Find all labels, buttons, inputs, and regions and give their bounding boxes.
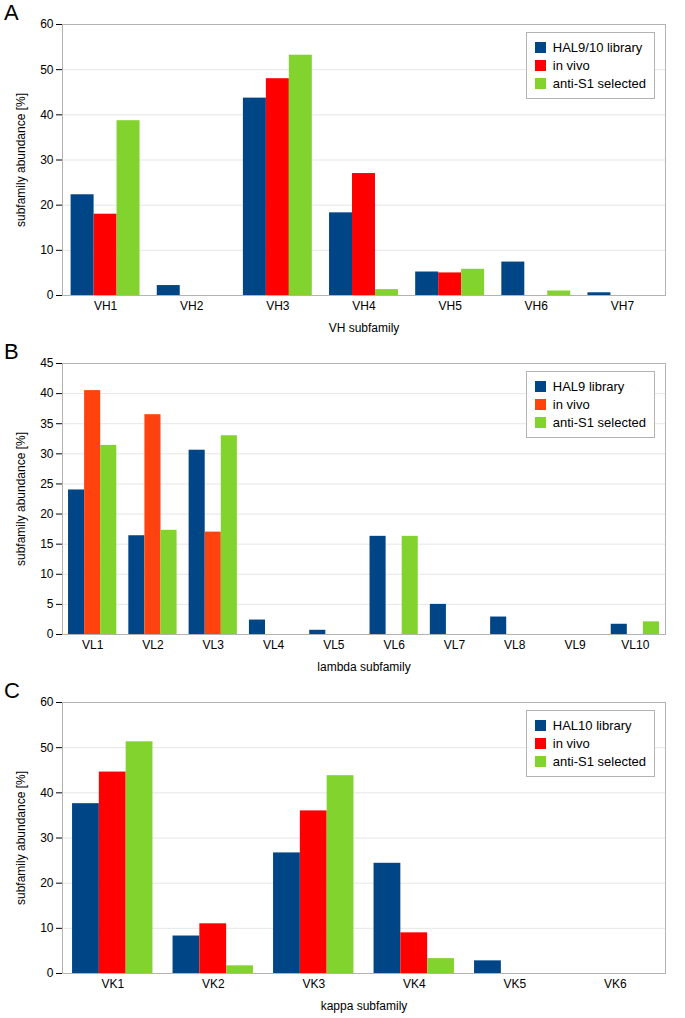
html-text:C: C: [4, 678, 20, 703]
svg-text:VL10: VL10: [621, 638, 649, 652]
html-text:in vivo: in vivo: [552, 736, 590, 751]
html-text:A: A: [4, 0, 19, 25]
svg-text:0: 0: [47, 627, 54, 641]
svg-text:VL8: VL8: [504, 638, 526, 652]
svg-text:VL1: VL1: [82, 638, 104, 652]
svg-text:VL7: VL7: [444, 638, 466, 652]
html-text:HAL9/10 library: HAL9/10 library: [552, 40, 643, 55]
svg-text:VL4: VL4: [263, 638, 285, 652]
svg-text:lambda subfamily: lambda subfamily: [317, 660, 410, 674]
svg-text:30: 30: [40, 831, 54, 845]
svg-text:40: 40: [40, 108, 54, 122]
svg-text:40: 40: [40, 386, 54, 400]
svg-text:VH3: VH3: [266, 299, 290, 313]
svg-text:10: 10: [40, 243, 54, 257]
svg-text:20: 20: [40, 507, 54, 521]
html-text:HAL9 library: HAL9 library: [552, 379, 625, 394]
html-text:anti-S1 selected: anti-S1 selected: [552, 415, 646, 430]
svg-text:50: 50: [40, 741, 54, 755]
svg-text:VK5: VK5: [503, 977, 526, 991]
svg-text:VH7: VH7: [611, 299, 635, 313]
html-text:HAL10 library: HAL10 library: [552, 718, 632, 733]
svg-text:VL9: VL9: [564, 638, 586, 652]
svg-text:15: 15: [40, 537, 54, 551]
html-text:in vivo: in vivo: [552, 58, 590, 73]
svg-text:40: 40: [40, 786, 54, 800]
svg-text:25: 25: [40, 477, 54, 491]
svg-text:VL5: VL5: [323, 638, 345, 652]
html-text:B: B: [4, 339, 19, 364]
svg-text:5: 5: [47, 597, 54, 611]
svg-text:VK3: VK3: [302, 977, 325, 991]
svg-text:60: 60: [40, 17, 54, 31]
svg-text:VH subfamily: VH subfamily: [329, 321, 400, 335]
svg-text:VK6: VK6: [604, 977, 627, 991]
svg-text:35: 35: [40, 417, 54, 431]
svg-text:10: 10: [40, 567, 54, 581]
svg-text:20: 20: [40, 198, 54, 212]
svg-text:10: 10: [40, 921, 54, 935]
svg-text:VL6: VL6: [383, 638, 405, 652]
svg-text:VH2: VH2: [180, 299, 204, 313]
svg-text:VL2: VL2: [142, 638, 164, 652]
svg-text:subfamily abundance [%]: subfamily abundance [%]: [14, 432, 28, 566]
svg-text:0: 0: [47, 966, 54, 980]
html-text:in vivo: in vivo: [552, 397, 590, 412]
html-text:anti-S1 selected: anti-S1 selected: [552, 754, 646, 769]
svg-text:0: 0: [47, 288, 54, 302]
svg-text:VK1: VK1: [101, 977, 124, 991]
svg-text:VL3: VL3: [203, 638, 225, 652]
svg-text:VK4: VK4: [403, 977, 426, 991]
svg-text:30: 30: [40, 447, 54, 461]
svg-text:60: 60: [40, 695, 54, 709]
svg-text:30: 30: [40, 153, 54, 167]
svg-text:45: 45: [40, 356, 54, 370]
svg-text:subfamily abundance [%]: subfamily abundance [%]: [14, 771, 28, 905]
svg-text:VK2: VK2: [202, 977, 225, 991]
html-text:anti-S1 selected: anti-S1 selected: [552, 76, 646, 91]
svg-text:subfamily abundance [%]: subfamily abundance [%]: [14, 93, 28, 227]
svg-text:kappa subfamily: kappa subfamily: [321, 999, 408, 1013]
svg-text:20: 20: [40, 876, 54, 890]
svg-text:VH1: VH1: [94, 299, 118, 313]
svg-text:VH5: VH5: [438, 299, 462, 313]
svg-text:VH4: VH4: [352, 299, 376, 313]
svg-text:50: 50: [40, 63, 54, 77]
svg-text:VH6: VH6: [525, 299, 549, 313]
